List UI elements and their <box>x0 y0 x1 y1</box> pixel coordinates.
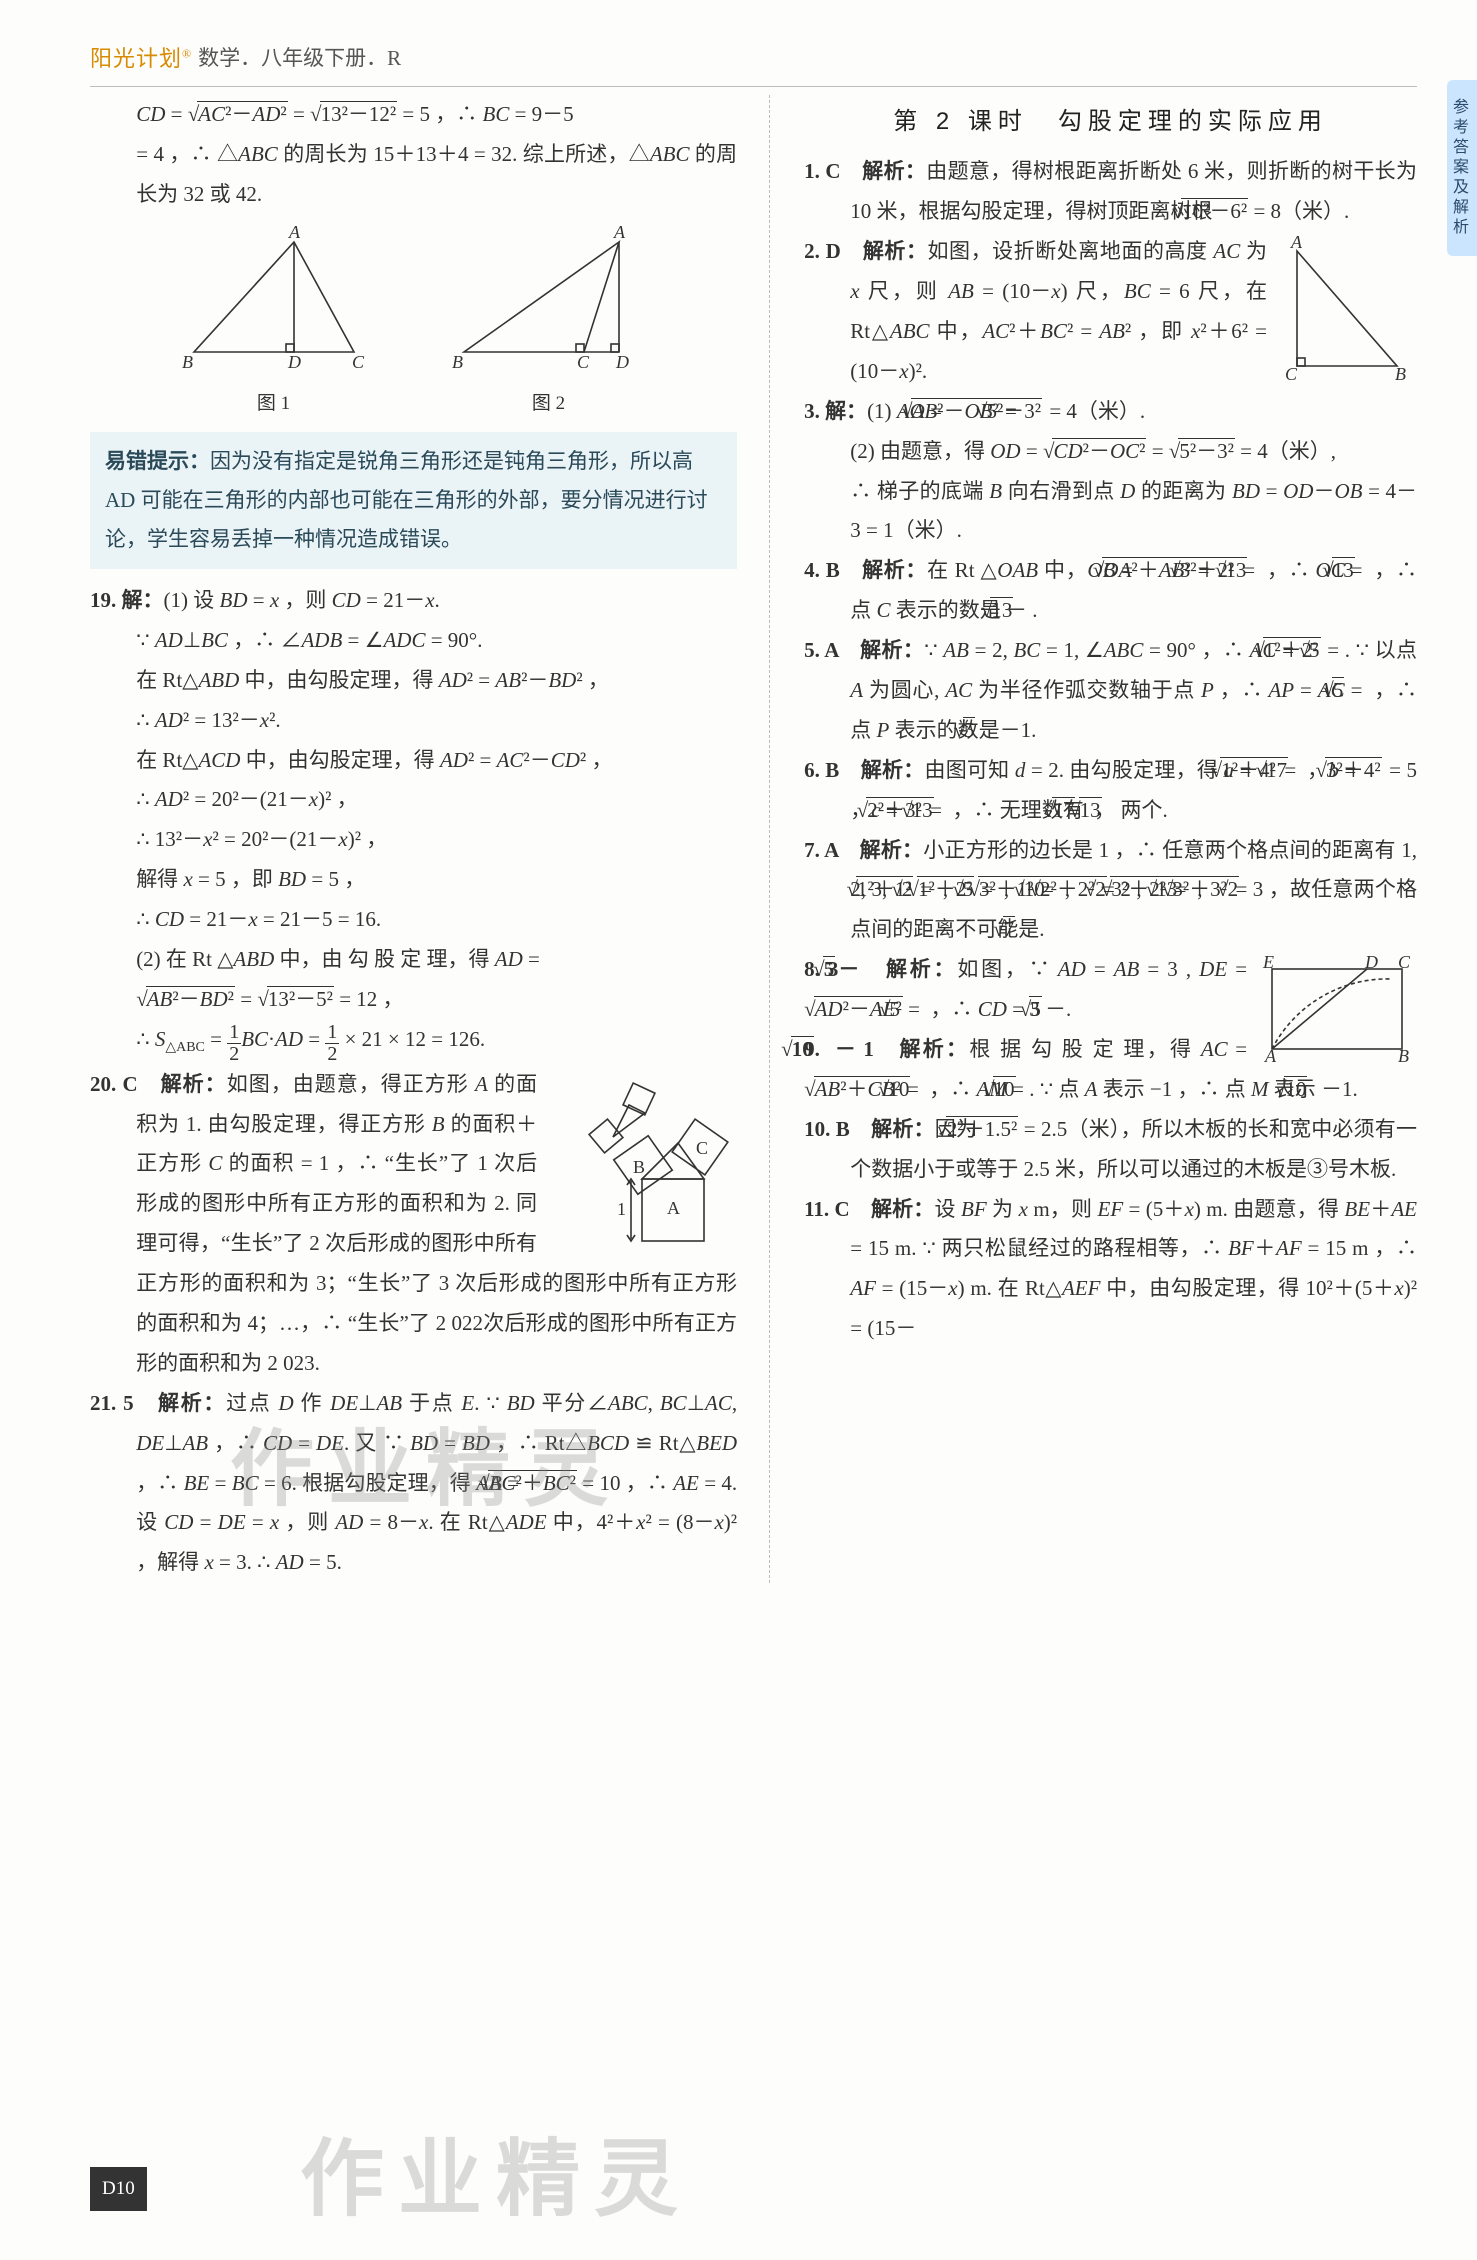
q19-line8: 解得 x = 5 ，即 BD = 5 ， <box>90 860 737 900</box>
svg-text:C: C <box>352 352 365 372</box>
q19-line7: ∴ 13²－x² = 20²－(21－x)² ， <box>90 820 737 860</box>
r-q5: 5. A 解析：∵ AB = 2, BC = 1, ∠ABC = 90° ，∴ … <box>804 631 1417 751</box>
svg-text:D: D <box>615 352 629 372</box>
q19-line3: 在 Rt△ABD 中，由勾股定理，得 AD² = AB²－BD² ， <box>90 661 737 701</box>
left-intro: CD = AC²－AD² = 13²－12² = 5 ，∴ BC = 9－5= … <box>90 95 737 215</box>
svg-text:C: C <box>1285 364 1298 384</box>
page-header: 阳光计划® 数学．八年级下册．R <box>90 38 1417 87</box>
q2-figure: A C B <box>1277 236 1417 386</box>
page-number: D10 <box>90 2167 147 2211</box>
r-q6: 6. B 解析：由图可知 d = 2. 由勾股定理，得 a = 1²＋4² = … <box>804 751 1417 831</box>
fig1-caption: 图 1 <box>164 386 384 422</box>
r-q2-block: A C B 2. D 解析：如图，设折断处离地面的高度 AC 为 x 尺，则 A… <box>804 232 1417 392</box>
q8-figure: E D C A B <box>1257 954 1417 1064</box>
svg-text:E: E <box>1262 954 1274 972</box>
svg-text:B: B <box>1398 1046 1409 1064</box>
brand-title: 阳光计划® <box>90 38 192 80</box>
r-q3a: 3. 解：(1) AO = AB²－OB² = 5²－3² = 4（米）. <box>804 392 1417 432</box>
r-q7: 7. A 解析：小正方形的边长是 1 ，∴ 任意两个格点间的距离有 1, 2, … <box>804 831 1417 951</box>
lesson-title: 第 2 课时 勾股定理的实际应用 <box>804 99 1417 145</box>
svg-text:A: A <box>288 222 301 242</box>
svg-text:B: B <box>633 1157 645 1177</box>
mistake-tip-box: 易错提示：因为没有指定是锐角三角形还是钝角三角形，所以高 AD 可能在三角形的内… <box>90 432 737 569</box>
svg-text:C: C <box>696 1138 708 1158</box>
tip-label: 易错提示： <box>105 449 210 473</box>
q19-line5: 在 Rt△ACD 中，由勾股定理，得 AD² = AC²－CD² ， <box>90 741 737 781</box>
svg-text:D: D <box>287 352 301 372</box>
right-column: 第 2 课时 勾股定理的实际应用 1. C 解析：由题意，得树根距离折断处 6 … <box>769 95 1417 1583</box>
header-subject: 数学．八年级下册．R <box>198 39 401 79</box>
r-q1: 1. C 解析：由题意，得树根距离折断处 6 米，则折断的树干长为 10 米，根… <box>804 152 1417 232</box>
r-q11: 11. C 解析：设 BF 为 x m，则 EF = (5＋x) m. 由题意，… <box>804 1190 1417 1350</box>
q21-text: 21. 5 解析：过点 D 作 DE⊥AB 于点 E. ∵ BD 平分∠ABC,… <box>90 1384 737 1583</box>
q19-line2: ∵ AD⊥BC ，∴ ∠ADB = ∠ADC = 90°. <box>90 621 737 661</box>
q20-block: A B C 1 20. C 解析：如图，由题意，得正方形 A 的面积为 1. 由… <box>90 1065 737 1384</box>
svg-text:A: A <box>613 222 626 242</box>
figure-1: A B D C 图 1 <box>164 222 384 422</box>
fig2-caption: 图 2 <box>434 386 664 422</box>
svg-text:1: 1 <box>617 1199 626 1219</box>
svg-text:A: A <box>1290 236 1303 252</box>
svg-text:A: A <box>1264 1046 1277 1064</box>
q20-figure: A B C 1 <box>547 1069 737 1259</box>
watermark-2: 作业精灵 <box>300 2100 692 2260</box>
left-column: CD = AC²－AD² = 13²－12² = 5 ，∴ BC = 9－5= … <box>90 95 737 1583</box>
svg-text:B: B <box>1395 364 1406 384</box>
figure-2: A B C D 图 2 <box>434 222 664 422</box>
svg-text:C: C <box>1398 954 1411 972</box>
figure-row: A B D C 图 1 A B <box>90 222 737 422</box>
svg-text:B: B <box>182 352 193 372</box>
r-q10: 10. B 解析：因为 2²＋1.5² = 2.5（米），所以木板的长和宽中必须… <box>804 1110 1417 1190</box>
q19-line4: ∴ AD² = 13²－x². <box>90 701 737 741</box>
r-q3c: ∴ 梯子的底端 B 向右滑到点 D 的距离为 BD = OD－OB = 4－3 … <box>804 472 1417 552</box>
svg-text:C: C <box>577 352 590 372</box>
svg-text:B: B <box>452 352 463 372</box>
r-q4: 4. B 解析：在 Rt △OAB 中，OB = OA²＋AB² = 3²＋2²… <box>804 551 1417 631</box>
q19-area: ∴ S△ABC = 12BC·AD = 12 × 21 × 12 = 126. <box>90 1020 737 1065</box>
q19-line9: ∴ CD = 21－x = 21－5 = 16. <box>90 900 737 940</box>
q19-part2a: (2) 在 Rt △ABD 中，由 勾 股 定 理，得 AD = <box>90 940 737 980</box>
q19-line6: ∴ AD² = 20²－(21－x)² ， <box>90 780 737 820</box>
r-q3b: (2) 由题意，得 OD = CD²－OC² = 5²－3² = 4（米）, <box>804 432 1417 472</box>
side-tab: 参考答案及解析 <box>1447 80 1477 256</box>
q19-line1: 19. 解：(1) 设 BD = x ，则 CD = 21－x. <box>90 581 737 621</box>
svg-text:D: D <box>1364 954 1378 972</box>
svg-text:A: A <box>667 1198 680 1218</box>
r-q8-block: EDC AB 8. 3－5 解析：如图，∵ AD = AB = 3 , DE =… <box>804 950 1417 1030</box>
q19-part2b: AB²－BD² = 13²－5² = 12 ， <box>90 980 737 1020</box>
